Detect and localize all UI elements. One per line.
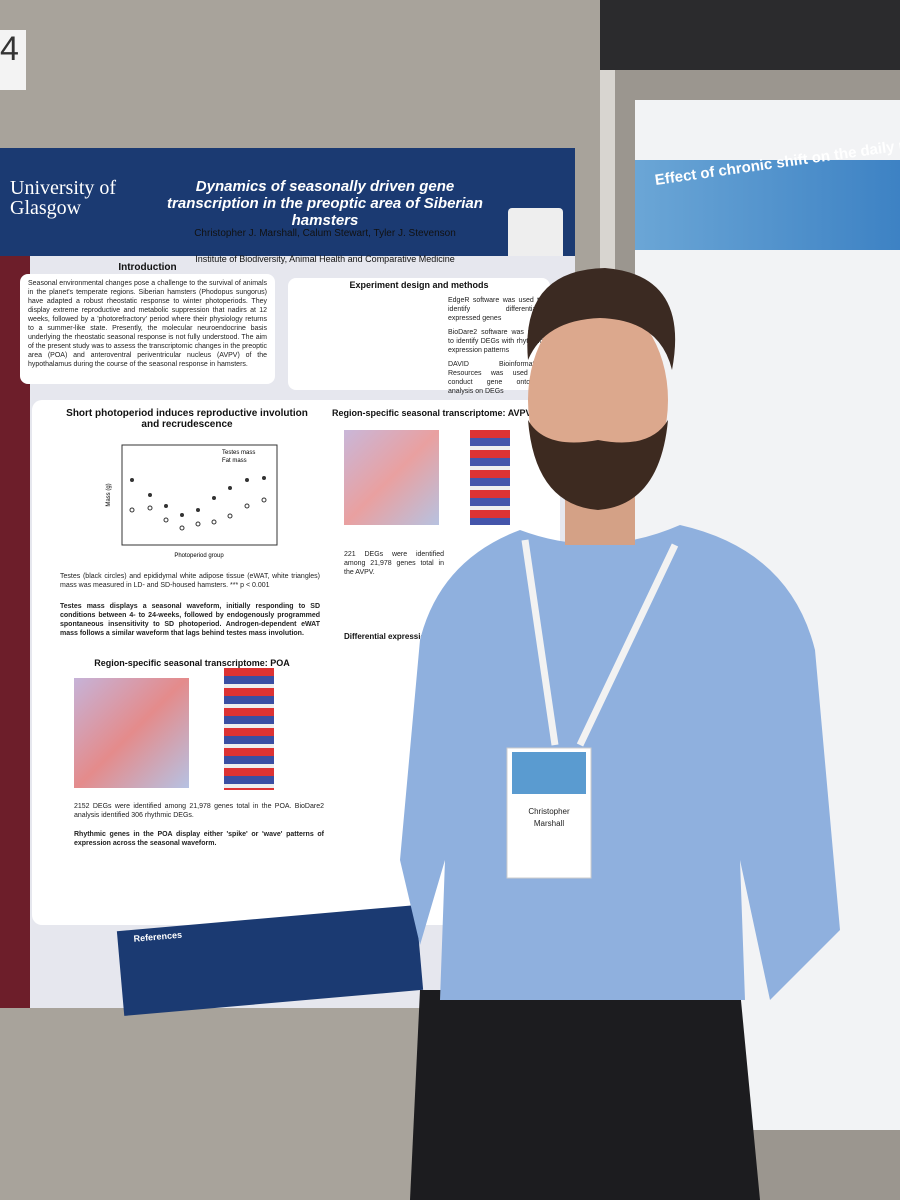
poa-text: 2152 DEGs were identified among 21,978 g… (74, 803, 324, 819)
figure-caption: Testes (black circles) and epididymal wh… (60, 573, 320, 589)
panel-number: 4 (0, 30, 26, 90)
badge-name: Christopher (528, 807, 570, 816)
mass-plot: Testes mass Fat mass Photoperiod group M… (106, 444, 278, 559)
poa-note: Rhythmic genes in the POA display either… (74, 831, 324, 847)
logo: University of Glasgow (10, 177, 117, 219)
plot-frame (121, 444, 278, 546)
x-label: Photoperiod group (174, 553, 224, 559)
lanyard (521, 539, 679, 747)
badge-name: Marshall (534, 819, 564, 828)
method-bullet: BioDare2 software was used to identify D… (448, 329, 543, 354)
poster-header (0, 148, 575, 256)
hair (527, 268, 676, 370)
heatmap (224, 668, 274, 790)
section-heading: Experiment design and methods (349, 280, 489, 290)
method-bullet: DAVID Bioinformatics Resources was used … (448, 361, 543, 395)
method-bullet: EdgeR software was used to identify diff… (448, 297, 543, 322)
beard (528, 420, 668, 510)
poster-title: Dynamics of seasonally driven gene trans… (167, 178, 483, 229)
intro-box: Introduction Seasonal environmental chan… (20, 262, 275, 384)
heatmap (344, 430, 439, 525)
intro-text: Seasonal environmental changes pose a ch… (28, 280, 267, 368)
legend-entry: Testes mass (222, 450, 255, 456)
section-heading: Region-specific seasonal transcriptome: … (94, 658, 290, 668)
heatmap (470, 430, 510, 525)
y-label: Mass (g) (106, 483, 112, 506)
trousers (410, 990, 760, 1200)
heatmap (74, 678, 189, 788)
methods-box: Experiment design and methods EdgeR soft… (288, 278, 550, 395)
section-heading: Introduction (118, 262, 177, 273)
badge-header (512, 752, 586, 794)
points (129, 497, 267, 531)
section-heading: Short photoperiod induces reproductive i… (66, 408, 308, 430)
shirt (400, 525, 840, 1000)
right-header (635, 160, 900, 250)
authors: Christopher J. Marshall, Calum Stewart, … (194, 228, 456, 239)
affiliation: Institute of Biodiversity, Animal Health… (195, 254, 455, 264)
points (130, 476, 266, 517)
legend-entry: Fat mass (222, 458, 247, 464)
avpv-text: 221 DEGs were identified among 21,978 ge… (344, 551, 444, 576)
figure-note: Testes mass displays a seasonal waveform… (60, 603, 320, 637)
section-heading: Region-specific seasonal transcriptome: … (332, 408, 532, 418)
